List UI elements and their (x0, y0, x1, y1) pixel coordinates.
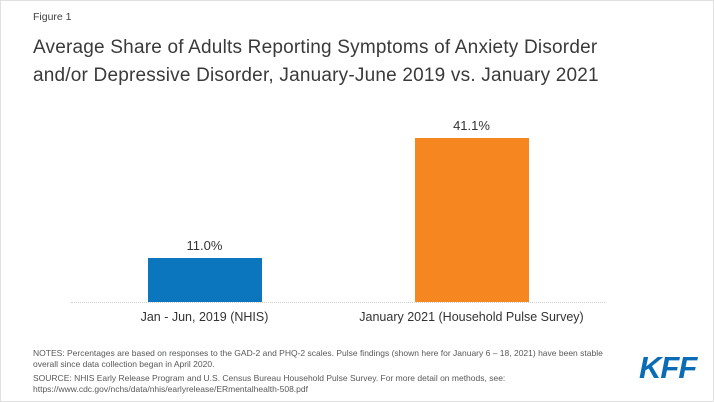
chart-title: Average Share of Adults Reporting Sympto… (33, 34, 599, 90)
bar-chart-plot-area: 11.0% 41.1% (71, 111, 605, 303)
x-axis-label-january-2021-household-pulse-survey: January 2021 (Household Pulse Survey) (359, 310, 584, 324)
bar-column-jan-jun-2019-nhis: 11.0% (71, 111, 338, 302)
chart-title-line-2: and/or Depressive Disorder, January-June… (33, 65, 599, 86)
kff-logo: KFF (639, 350, 697, 385)
bar-january-2021-household-pulse-survey (414, 137, 529, 302)
footer-notes-block: NOTES: Percentages are based on response… (33, 348, 611, 398)
bar-value-label: 41.1% (453, 117, 490, 133)
notes-text: NOTES: Percentages are based on response… (33, 348, 603, 369)
bar-jan-jun-2019-nhis (147, 258, 262, 302)
chart-title-line-1: Average Share of Adults Reporting Sympto… (33, 37, 598, 58)
bar-column-january-2021-household-pulse-survey: 41.1% (338, 111, 605, 302)
source-text: SOURCE: NHIS Early Release Program and U… (33, 373, 506, 394)
x-axis-label-jan-jun-2019-nhis: Jan - Jun, 2019 (NHIS) (140, 310, 269, 324)
figure-label: Figure 1 (33, 11, 72, 23)
bar-value-label: 11.0% (186, 238, 223, 253)
x-axis-category-labels: Jan - Jun, 2019 (NHIS) January 2021 (Hous… (71, 310, 605, 324)
